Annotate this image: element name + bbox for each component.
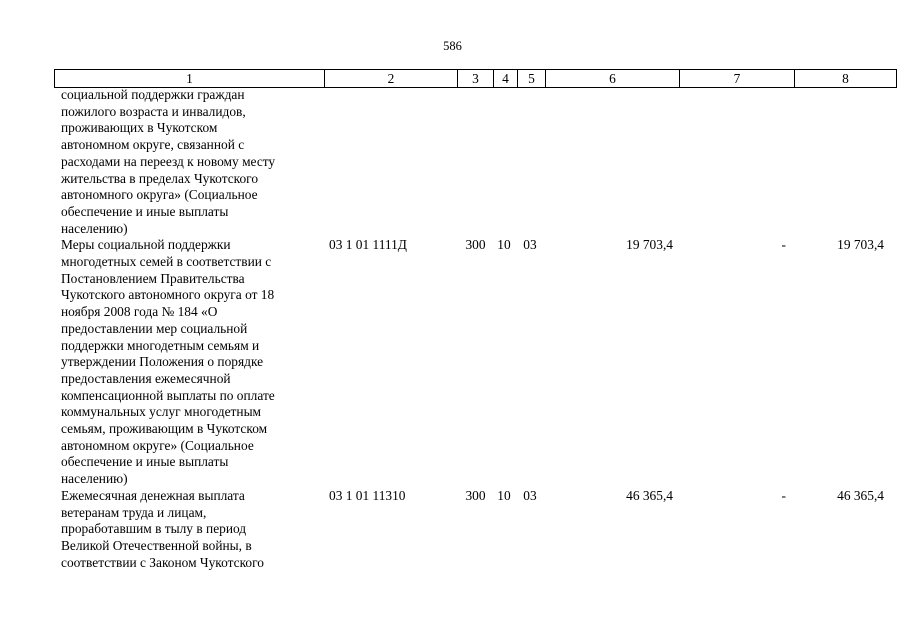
row-col-5: 03 [523, 237, 537, 253]
row-col-8: 46 365,4 [837, 487, 884, 503]
description-line: предоставления ежемесячной [61, 370, 231, 386]
description-line: ноября 2008 года № 184 «О [61, 304, 218, 320]
description-line: обеспечение и иные выплаты [61, 454, 229, 470]
header-col-1: 1 [55, 70, 325, 87]
row-description: Меры социальной поддержки многодетных се… [54, 237, 322, 488]
table-header: 1 2 3 4 5 6 7 8 [54, 69, 897, 88]
description-line: Великой Отечественной войны, в [61, 537, 252, 553]
header-col-8: 8 [795, 70, 897, 87]
description-line: ветеранам труда и лицам, [61, 504, 207, 520]
description-line: Ежемесячная денежная выплата [61, 487, 245, 503]
description-line: социальной поддержки граждан [61, 87, 245, 102]
row-description: социальной поддержки граждан пожилого во… [54, 87, 322, 237]
row-col-4: 10 [497, 237, 511, 253]
row-code: 03 1 01 11310 [329, 487, 406, 503]
header-col-2: 2 [325, 70, 458, 87]
description-line: автономном округе, связанной с [61, 137, 245, 153]
description-line: Меры социальной поддержки [61, 237, 231, 253]
description-line: населению) [61, 220, 128, 236]
description-line: коммунальных услуг многодетным [61, 404, 262, 420]
description-line: компенсационной выплаты по оплате [61, 387, 275, 403]
row-col-3: 300 [465, 487, 486, 503]
row-description: Ежемесячная денежная выплата ветеранам т… [54, 488, 322, 572]
row-col-5: 03 [523, 487, 537, 503]
description-line: обеспечение и иные выплаты [61, 203, 229, 219]
row-col-7: - [781, 487, 786, 503]
row-col-7: - [781, 237, 786, 253]
description-line: соответствии с Законом Чукотского [61, 554, 264, 570]
row-col-3: 300 [465, 237, 486, 253]
description-line: проработавшим в тылу в период [61, 521, 247, 537]
page-number: 586 [443, 39, 462, 53]
description-line: населению) [61, 471, 128, 487]
table-row: Меры социальной поддержки многодетных се… [54, 237, 890, 488]
header-col-4: 4 [494, 70, 518, 87]
description-line: Постановлением Правительства [61, 270, 245, 286]
description-line: автономном округе» (Социальное [61, 437, 254, 453]
description-line: пожилого возраста и инвалидов, [61, 103, 246, 119]
header-col-3: 3 [458, 70, 494, 87]
description-line: предоставлении мер социальной [61, 320, 248, 336]
row-col-6: 46 365,4 [626, 487, 673, 503]
description-line: расходами на переезд к новому месту [61, 153, 276, 169]
table-row: Ежемесячная денежная выплата ветеранам т… [54, 488, 890, 572]
description-line: многодетных семей в соответствии с [61, 254, 272, 270]
description-line: автономного округа» (Социальное [61, 187, 258, 203]
description-line: семьям, проживающим в Чукотском [61, 421, 268, 437]
description-line: поддержки многодетным семьям и [61, 337, 260, 353]
header-col-5: 5 [518, 70, 546, 87]
description-line: проживающих в Чукотском [61, 120, 218, 136]
row-code: 03 1 01 1111Д [329, 237, 407, 253]
description-line: жительства в пределах Чукотского [61, 170, 259, 186]
row-col-6: 19 703,4 [626, 237, 673, 253]
table-row: социальной поддержки граждан пожилого во… [54, 87, 890, 237]
row-col-8: 19 703,4 [837, 237, 884, 253]
header-col-6: 6 [546, 70, 680, 87]
table-body: социальной поддержки граждан пожилого во… [54, 87, 890, 571]
description-line: утверждении Положения о порядке [61, 354, 264, 370]
description-line: Чукотского автономного округа от 18 [61, 287, 275, 303]
header-col-7: 7 [680, 70, 795, 87]
row-col-4: 10 [497, 487, 511, 503]
